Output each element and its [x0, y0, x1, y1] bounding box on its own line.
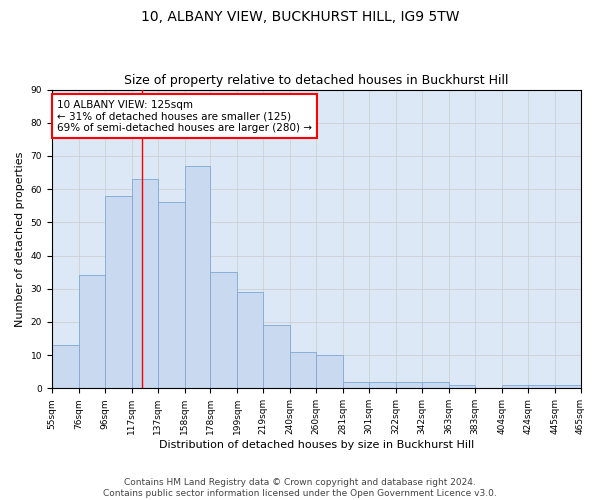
Text: 10 ALBANY VIEW: 125sqm
← 31% of detached houses are smaller (125)
69% of semi-de: 10 ALBANY VIEW: 125sqm ← 31% of detached… [57, 100, 312, 132]
Text: 10, ALBANY VIEW, BUCKHURST HILL, IG9 5TW: 10, ALBANY VIEW, BUCKHURST HILL, IG9 5TW [141, 10, 459, 24]
Y-axis label: Number of detached properties: Number of detached properties [15, 152, 25, 326]
Title: Size of property relative to detached houses in Buckhurst Hill: Size of property relative to detached ho… [124, 74, 508, 87]
Bar [396, 382, 422, 388]
Bar [449, 385, 475, 388]
Bar [211, 272, 238, 388]
Bar [132, 179, 158, 388]
X-axis label: Distribution of detached houses by size in Buckhurst Hill: Distribution of detached houses by size … [158, 440, 474, 450]
Bar [527, 385, 555, 388]
Bar [185, 166, 211, 388]
Bar [79, 276, 104, 388]
Bar [343, 382, 369, 388]
Bar [502, 385, 527, 388]
Bar [52, 345, 79, 389]
Bar [555, 385, 581, 388]
Bar [290, 352, 316, 389]
Bar [422, 382, 449, 388]
Bar [369, 382, 396, 388]
Bar [104, 196, 132, 388]
Text: Contains HM Land Registry data © Crown copyright and database right 2024.
Contai: Contains HM Land Registry data © Crown c… [103, 478, 497, 498]
Bar [238, 292, 263, 388]
Bar [263, 326, 290, 388]
Bar [316, 355, 343, 388]
Bar [158, 202, 185, 388]
